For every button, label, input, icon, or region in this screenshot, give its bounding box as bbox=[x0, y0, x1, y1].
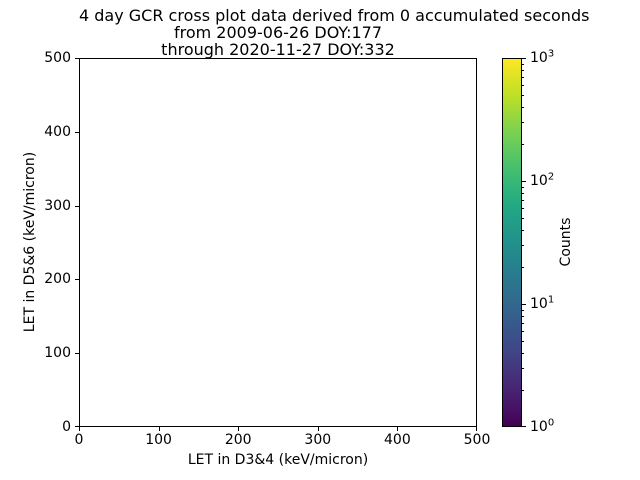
colorbar-label: Counts bbox=[558, 217, 574, 267]
colorbar-tick-base: 10 bbox=[530, 419, 548, 435]
colorbar-minor-tick bbox=[522, 106, 524, 108]
x-tick-label: 0 bbox=[74, 432, 84, 448]
colorbar-minor-tick bbox=[522, 331, 524, 333]
colorbar-minor-tick bbox=[522, 218, 524, 219]
y-tick bbox=[75, 426, 79, 427]
colorbar-minor-tick bbox=[522, 95, 524, 96]
x-tick-label: 100 bbox=[145, 432, 172, 448]
y-tick bbox=[75, 205, 79, 207]
colorbar-minor-tick bbox=[522, 200, 524, 202]
chart-title: 4 day GCR cross plot data derived from 0… bbox=[79, 6, 590, 59]
colorbar-minor-tick bbox=[522, 208, 524, 210]
colorbar-major-tick bbox=[522, 426, 526, 427]
x-tick bbox=[79, 427, 80, 431]
colorbar-tick-label: 103 bbox=[530, 48, 555, 66]
colorbar-minor-tick bbox=[522, 341, 524, 342]
y-tick bbox=[75, 58, 79, 59]
colorbar-major-tick bbox=[522, 58, 526, 59]
plot-area bbox=[79, 58, 477, 427]
y-tick-label: 300 bbox=[44, 197, 71, 214]
y-tick bbox=[75, 131, 79, 133]
chart-title-line3: through 2020-11-27 DOY:332 bbox=[161, 40, 395, 59]
x-tick bbox=[317, 427, 319, 431]
colorbar-minor-tick bbox=[522, 323, 524, 325]
y-tick-label: 0 bbox=[62, 419, 71, 435]
colorbar-tick-label: 100 bbox=[530, 417, 555, 435]
x-axis-label: LET in D3&4 (keV/micron) bbox=[187, 452, 369, 468]
colorbar-tick-label: 102 bbox=[530, 171, 555, 189]
colorbar-minor-tick bbox=[522, 63, 524, 65]
colorbar-tick-exponent: 1 bbox=[547, 294, 555, 306]
colorbar-minor-tick bbox=[522, 144, 524, 145]
y-axis-label: LET in D5&6 (keV/micron) bbox=[22, 151, 38, 333]
x-tick-label: 200 bbox=[224, 432, 252, 448]
y-tick-label: 400 bbox=[44, 123, 71, 140]
colorbar-minor-tick bbox=[522, 352, 524, 354]
colorbar-ticks bbox=[522, 58, 528, 427]
colorbar-tick-exponent: 2 bbox=[547, 171, 555, 183]
colorbar-minor-tick bbox=[522, 315, 524, 317]
x-tick bbox=[476, 427, 477, 431]
colorbar-major-tick bbox=[522, 304, 526, 305]
y-tick bbox=[75, 279, 79, 281]
x-tick-label: 400 bbox=[384, 432, 411, 448]
colorbar-minor-tick bbox=[522, 390, 524, 391]
colorbar-minor-tick bbox=[522, 85, 524, 87]
colorbar-minor-tick bbox=[522, 69, 524, 71]
colorbar-major-tick bbox=[522, 181, 526, 182]
colorbar-tick-exponent: 3 bbox=[547, 48, 555, 60]
colorbar-gradient bbox=[502, 58, 522, 427]
x-tick bbox=[397, 427, 399, 431]
colorbar-minor-tick bbox=[522, 309, 524, 311]
chart-title-line1: 4 day GCR cross plot data derived from 0… bbox=[79, 6, 590, 25]
chart-title-line2: from 2009-06-26 DOY:177 bbox=[173, 23, 382, 42]
colorbar-minor-tick bbox=[522, 267, 524, 268]
y-tick-label: 100 bbox=[44, 345, 71, 362]
x-tick bbox=[158, 427, 160, 431]
x-tick-label: 500 bbox=[463, 432, 491, 448]
x-tick-label: 300 bbox=[304, 432, 332, 448]
colorbar-minor-tick bbox=[522, 229, 524, 231]
colorbar-tick-base: 10 bbox=[530, 173, 548, 189]
colorbar-minor-tick bbox=[522, 245, 524, 247]
colorbar-minor-tick bbox=[522, 368, 524, 370]
colorbar-minor-tick bbox=[522, 122, 524, 124]
x-tick bbox=[238, 427, 240, 431]
y-tick-label: 200 bbox=[44, 271, 71, 288]
colorbar-tick-exponent: 0 bbox=[547, 417, 555, 429]
colorbar-tick-base: 10 bbox=[530, 50, 548, 66]
y-tick-label: 500 bbox=[44, 50, 71, 66]
colorbar-tick-base: 10 bbox=[530, 296, 548, 312]
y-tick bbox=[75, 353, 79, 355]
colorbar-minor-tick bbox=[522, 186, 524, 188]
colorbar-minor-tick bbox=[522, 77, 524, 79]
colorbar-tick-label: 101 bbox=[530, 294, 555, 312]
colorbar-minor-tick bbox=[522, 192, 524, 194]
